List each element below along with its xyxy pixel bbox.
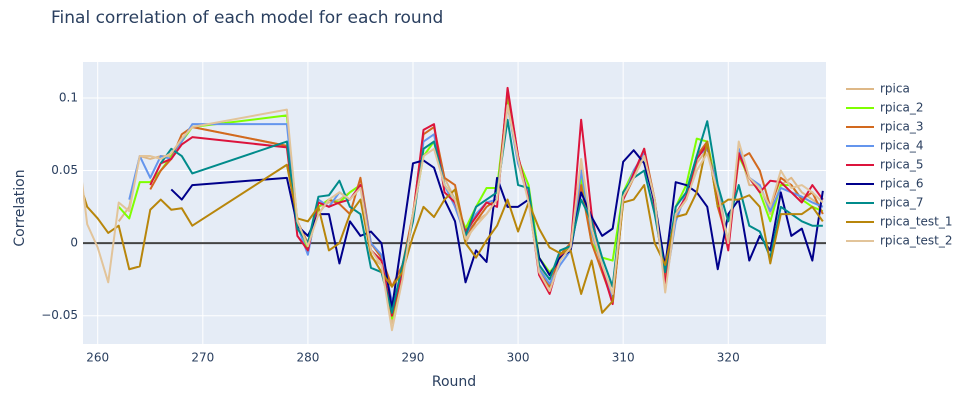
series-line <box>83 104 824 332</box>
legend-label: rpica_4 <box>880 139 923 153</box>
legend-label: rpica <box>880 82 910 96</box>
legend-label: rpica_test_2 <box>880 234 953 248</box>
legend-label: rpica_test_1 <box>880 215 953 229</box>
x-tick-label: 300 <box>507 351 530 365</box>
y-tick-label: −0.05 <box>41 308 78 322</box>
x-tick-label: 320 <box>717 351 740 365</box>
y-tick-label: 0.1 <box>59 90 78 104</box>
series-line <box>159 118 823 314</box>
y-axis-title: Correlation <box>12 169 28 246</box>
x-axis-title: Round <box>432 374 476 390</box>
x-tick-label: 310 <box>612 351 635 365</box>
legend-label: rpica_3 <box>880 120 923 134</box>
y-tick-label: 0.05 <box>51 163 78 177</box>
x-tick-label: 260 <box>86 351 109 365</box>
x-tick-label: 270 <box>191 351 214 365</box>
legend: rpica rpica_2 rpica_3 rpica_4 rpica_5 rpica_6… <box>846 82 953 248</box>
legend-label: rpica_7 <box>880 196 923 210</box>
y-tick-label: 0 <box>70 236 78 250</box>
x-tick-label: 290 <box>402 351 425 365</box>
legend-label: rpica_5 <box>880 158 923 172</box>
chart-title: Final correlation of each model for each… <box>51 8 443 28</box>
x-tick-label: 280 <box>296 351 319 365</box>
lines <box>83 86 824 332</box>
legend-label: rpica_2 <box>880 101 923 115</box>
legend-label: rpica_6 <box>880 177 923 191</box>
